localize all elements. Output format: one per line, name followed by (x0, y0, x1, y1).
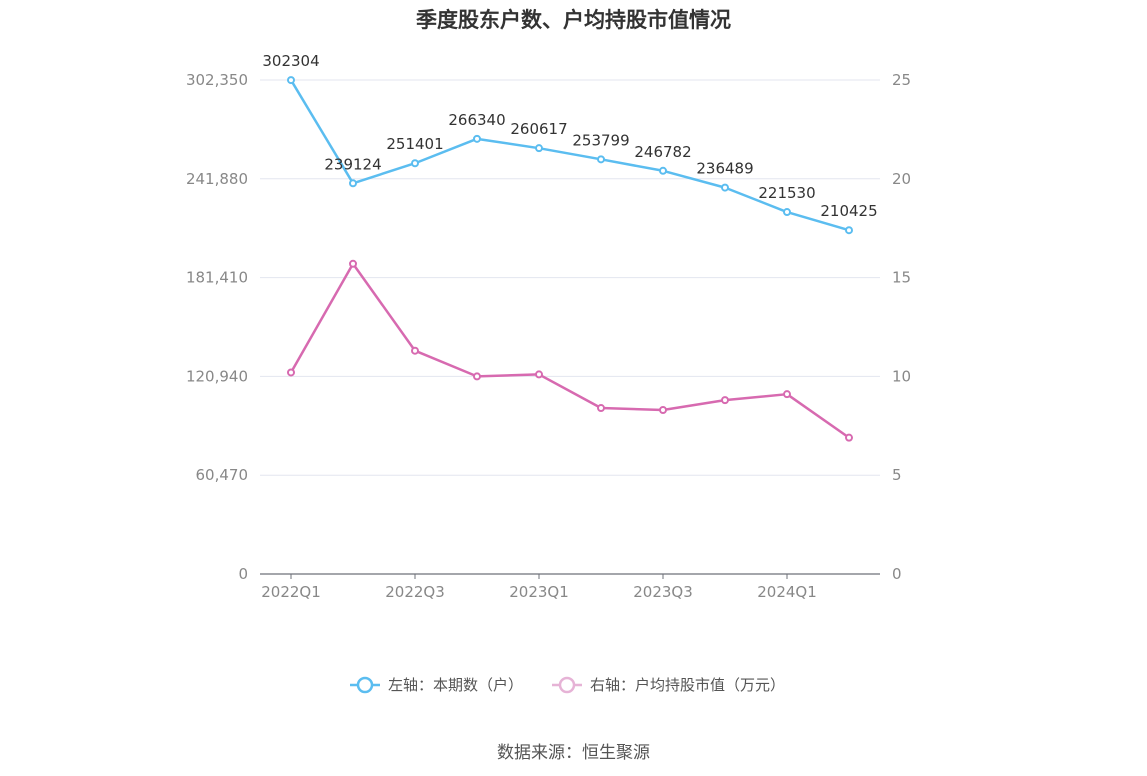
data-point (659, 166, 667, 175)
data-label: 302304 (262, 52, 319, 70)
right-tick-label: 25 (892, 71, 911, 89)
chart-title: 季度股东户数、户均持股市值情况 (416, 8, 731, 32)
data-point (349, 179, 357, 188)
data-labels: 302304 239124 251401 266340 260617 253799 2467… (262, 52, 877, 220)
data-point (845, 226, 853, 235)
data-label: 239124 (324, 155, 381, 173)
left-tick-label: 0 (238, 565, 248, 583)
x-tick-label: 2023Q1 (509, 583, 569, 601)
data-label: 253799 (572, 131, 629, 149)
right-tick-label: 5 (892, 466, 902, 484)
legend-label: 右轴：户均持股市值（万元） (590, 676, 785, 694)
data-label: 210425 (820, 202, 877, 220)
data-label: 221530 (758, 184, 815, 202)
data-label: 260617 (510, 120, 567, 138)
right-tick-label: 10 (892, 367, 911, 385)
data-point (721, 396, 729, 405)
data-point (287, 76, 295, 85)
data-point (783, 390, 791, 399)
data-label: 251401 (386, 135, 443, 153)
legend-item[interactable]: 右轴：户均持股市值（万元） (552, 676, 785, 694)
right-axis-ticks: 0 5 10 15 20 25 (892, 71, 911, 583)
data-point (473, 134, 481, 143)
data-point (411, 346, 419, 355)
data-point (473, 372, 481, 381)
series-lines (287, 76, 853, 442)
legend-label: 左轴：本期数（户） (388, 676, 523, 694)
x-tick-label: 2023Q3 (633, 583, 693, 601)
left-tick-label: 181,410 (186, 269, 248, 287)
left-tick-label: 60,470 (196, 466, 249, 484)
legend[interactable]: 左轴：本期数（户） 右轴：户均持股市值（万元） (350, 676, 785, 694)
data-point (659, 405, 667, 414)
right-tick-label: 0 (892, 565, 902, 583)
x-tick-label: 2022Q1 (261, 583, 321, 601)
grid-lines (260, 79, 880, 476)
data-point (783, 208, 791, 217)
data-point (597, 404, 605, 413)
data-point (349, 259, 357, 268)
source-note: 数据来源：恒生聚源 (497, 743, 650, 763)
data-point (411, 159, 419, 168)
data-point (535, 144, 543, 153)
left-tick-label: 120,940 (186, 367, 248, 385)
left-tick-label: 241,880 (186, 170, 248, 188)
data-point (597, 155, 605, 164)
data-point (287, 368, 295, 377)
data-label: 246782 (634, 143, 691, 161)
series-line-2 (289, 262, 850, 439)
data-point (535, 370, 543, 379)
left-tick-label: 302,350 (186, 71, 248, 89)
data-point (845, 433, 853, 442)
legend-swatch-marker (356, 676, 374, 694)
x-tick-label: 2024Q1 (757, 583, 817, 601)
legend-swatch-marker (558, 676, 576, 694)
legend-item[interactable]: 左轴：本期数（户） (350, 676, 523, 694)
right-tick-label: 20 (892, 170, 911, 188)
data-label: 236489 (696, 160, 753, 178)
left-axis-ticks: 0 60,470 120,940 181,410 241,880 302,350 (186, 71, 248, 583)
right-tick-label: 15 (892, 269, 911, 287)
data-label: 266340 (448, 111, 505, 129)
x-tick-label: 2022Q3 (385, 583, 445, 601)
data-point (721, 183, 729, 192)
x-axis: 2022Q1 2022Q3 2023Q1 2023Q3 2024Q1 (260, 573, 880, 601)
series-line-1 (289, 79, 850, 232)
